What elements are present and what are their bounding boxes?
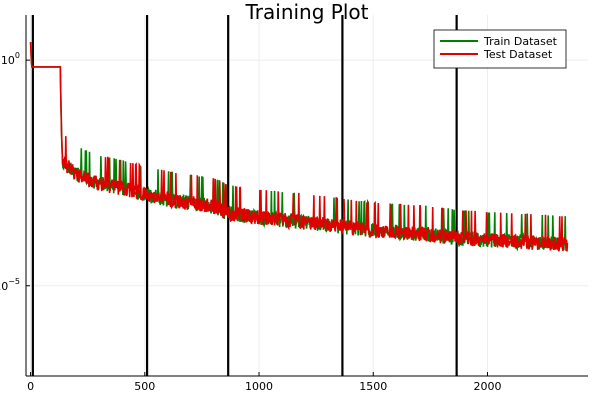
x-tick-label: 2000: [473, 380, 501, 393]
grid-layer: [26, 15, 588, 376]
x-tick-label: 500: [134, 380, 155, 393]
x-tick-label: 1500: [359, 380, 387, 393]
axes: 0 500 1000 1500 2000 100 10−5: [0, 15, 588, 393]
chart-title: Training Plot: [245, 0, 369, 24]
x-tick-label: 0: [27, 380, 34, 393]
y-tick-label: 10−5: [0, 277, 20, 293]
x-tick-label: 1000: [245, 380, 273, 393]
legend-label: Test Dataset: [483, 48, 553, 61]
y-tick-label: 100: [1, 51, 20, 67]
series-layer: [29, 42, 569, 252]
test-dataset-line: [29, 42, 569, 252]
segment-markers: [31, 15, 458, 376]
legend-label: Train Dataset: [483, 35, 558, 48]
legend-box: [433, 29, 567, 69]
